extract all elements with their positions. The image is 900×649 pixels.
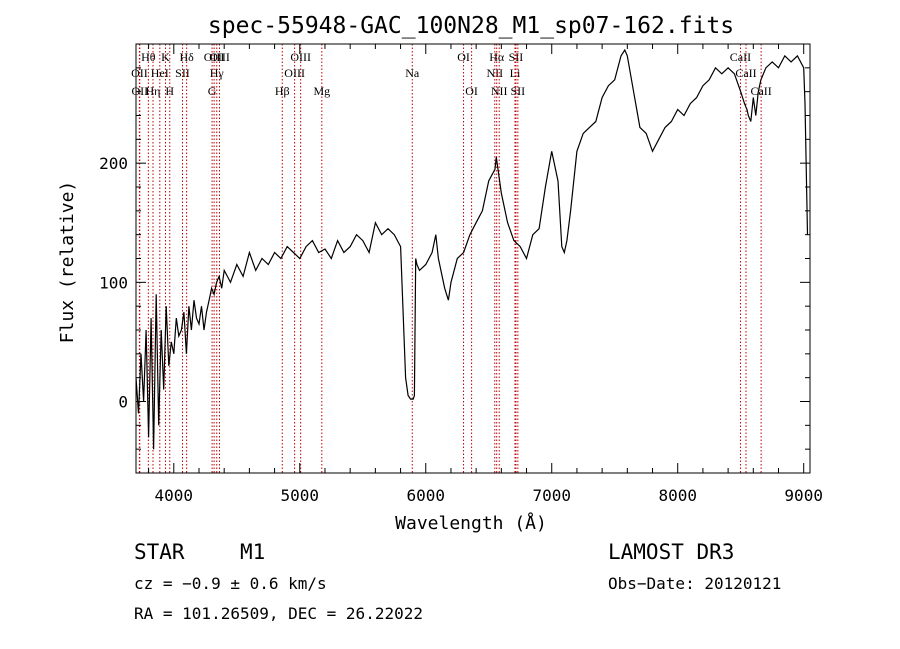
object-class: STAR <box>134 540 185 564</box>
line-marker-label-12: OIII <box>209 50 230 64</box>
line-marker-label-3: Hη <box>146 84 161 98</box>
y-axis-ticks: 0 100 200 <box>99 67 810 450</box>
chart-title: spec-55948-GAC_100N28_M1_sp07-162.fits <box>208 13 734 39</box>
line-marker-label-25: SII <box>511 84 526 98</box>
line-marker-label-21: Hα <box>489 50 505 64</box>
line-marker-label-24: SII <box>509 50 524 64</box>
y-tick-label-0: 0 <box>118 393 128 412</box>
survey-name: LAMOST DR3 <box>608 540 735 564</box>
observation-date: Obs−Date: 20120121 <box>608 574 782 593</box>
line-marker-label-19: OI <box>465 84 478 98</box>
line-marker-label-2: Hθ <box>141 50 156 64</box>
y-tick-label-1: 100 <box>99 273 128 292</box>
line-marker-label-5: K <box>161 50 170 64</box>
line-marker-label-23: Li <box>510 66 521 80</box>
spectrum-line <box>135 48 809 450</box>
redshift-readout: cz = −0.9 ± 0.6 km/s <box>134 574 327 593</box>
line-marker-label-26: CaII <box>730 50 751 64</box>
y-tick-label-2: 200 <box>99 154 128 173</box>
line-marker-label-10: OIII <box>204 50 225 64</box>
line-marker-label-16: Mg <box>313 84 330 98</box>
x-tick-label-0: 4000 <box>155 486 194 505</box>
line-marker-label-22: NII <box>491 84 508 98</box>
line-marker-label-27: CaII <box>735 66 756 80</box>
x-tick-label-3: 7000 <box>532 486 571 505</box>
line-marker-label-11: Hγ <box>210 66 225 80</box>
x-axis-label: Wavelength (Å) <box>395 512 547 534</box>
line-marker-label-15: OIII <box>290 50 311 64</box>
line-marker-label-18: OI <box>457 50 470 64</box>
x-tick-label-4: 8000 <box>658 486 697 505</box>
line-marker-label-14: OIII <box>284 66 305 80</box>
x-tick-label-2: 6000 <box>406 486 445 505</box>
line-marker-label-4: HeI <box>151 66 169 80</box>
line-marker-label-20: NII <box>486 66 503 80</box>
line-markers: OIIOIIHθHηHeIKHSIIHδGOIIIHγOIIIHβOIIIOII… <box>131 44 772 473</box>
line-marker-label-8: Hδ <box>179 50 194 64</box>
line-marker-label-28: CaII <box>750 84 771 98</box>
object-subclass: M1 <box>240 540 266 564</box>
line-marker-label-17: Na <box>405 66 420 80</box>
x-axis-ticks: 4000 5000 6000 7000 8000 9000 <box>148 44 823 505</box>
line-marker-label-7: SII <box>175 66 190 80</box>
line-marker-label-9: G <box>208 84 217 98</box>
y-axis-label: Flux (relative) <box>57 181 78 344</box>
line-marker-label-6: H <box>165 84 174 98</box>
x-tick-label-1: 5000 <box>281 486 320 505</box>
coordinates-readout: RA = 101.26509, DEC = 26.22022 <box>134 604 423 623</box>
x-tick-label-5: 9000 <box>784 486 823 505</box>
plot-frame <box>135 43 811 474</box>
line-marker-label-13: Hβ <box>275 84 290 98</box>
